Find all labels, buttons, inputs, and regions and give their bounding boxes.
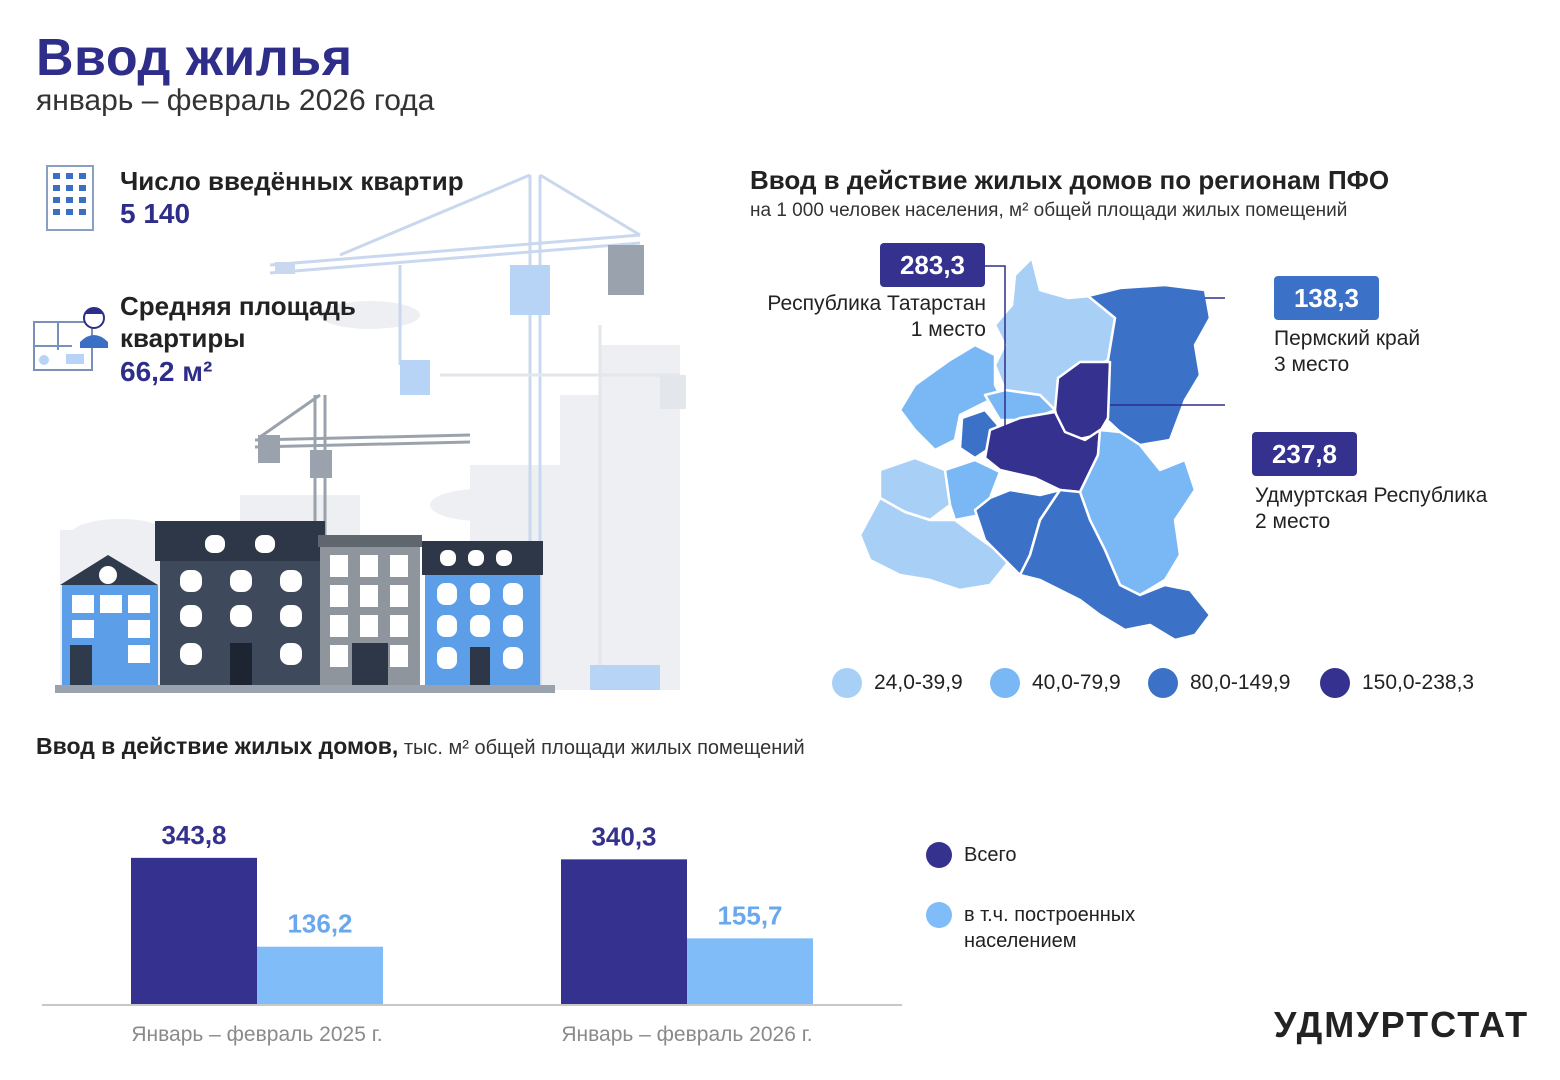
tatarstan-region-label: Республика Татарстан	[767, 292, 986, 315]
map-legend-item: 40,0-79,9	[990, 668, 1121, 698]
page-subtitle: январь – февраль 2026 года	[36, 84, 435, 117]
legend-swatch	[1320, 668, 1350, 698]
perm-value-badge: 138,3	[1274, 276, 1379, 320]
tatarstan-value-badge: 283,3	[880, 243, 985, 287]
legend-label-population: в т.ч. построенных населением	[964, 902, 1135, 954]
perm-place-label: 3 место	[1274, 353, 1350, 376]
map-legend-item: 150,0-238,3	[1320, 668, 1474, 698]
legend-swatch	[990, 668, 1020, 698]
bar	[131, 857, 257, 1005]
legend-label: 40,0-79,9	[1032, 671, 1121, 694]
legend-label: 80,0-149,9	[1190, 671, 1291, 694]
legend-swatch	[832, 668, 862, 698]
legend-swatch-population	[926, 902, 952, 928]
bar-chart: 343,8 136,2 Январь – февраль 2025 г. 340,3 1…	[42, 820, 902, 1046]
region-orenburg	[1018, 488, 1212, 642]
floor-plan-person-icon	[33, 307, 108, 371]
tatarstan-place-label: 1 место	[910, 318, 986, 341]
chart-legend-total: Всего	[926, 842, 1016, 868]
bar-chart-title-bold: Ввод в действие жилых домов,	[36, 733, 399, 759]
bar	[687, 938, 813, 1005]
brand-logo: УДМУРТСТАТ	[1274, 1004, 1530, 1045]
category-label: Январь – февраль 2026 г.	[561, 1023, 812, 1046]
area-label-line1: Средняя площадь	[120, 291, 356, 321]
bar-value-label: 340,3	[591, 821, 656, 851]
page-title: Ввод жилья	[36, 29, 353, 87]
legend-label-population-line2: населением	[964, 930, 1077, 952]
apartments-value: 5 140	[120, 198, 191, 229]
udmurtia-place-label: 2 место	[1255, 510, 1331, 533]
bar-value-label: 155,7	[717, 900, 782, 930]
bar-chart-title-rest: тыс. м² общей площади жилых помещений	[398, 737, 805, 759]
bar	[257, 946, 383, 1005]
map-legend-item: 24,0-39,9	[832, 668, 963, 698]
crane-load	[400, 360, 430, 395]
bar	[561, 859, 687, 1005]
map-title: Ввод в действие жилых домов по регионам …	[750, 165, 1390, 195]
apartment-building-icon	[46, 165, 94, 231]
construction-illustration	[55, 173, 686, 693]
chart-legend-population: в т.ч. построенных населением	[926, 902, 1135, 954]
category-label: Январь – февраль 2025 г.	[131, 1023, 382, 1046]
perm-region-label: Пермский край	[1274, 327, 1421, 350]
area-value: 66,2 м²	[120, 356, 213, 387]
legend-swatch	[1148, 668, 1178, 698]
bar-value-label: 136,2	[287, 909, 352, 939]
apartments-label: Число введённых квартир	[120, 166, 464, 196]
region-nizhny	[898, 343, 1002, 452]
legend-swatch-total	[926, 842, 952, 868]
map-legend-item: 80,0-149,9	[1148, 668, 1290, 698]
legend-label: 24,0-39,9	[874, 671, 963, 694]
legend-label-total: Всего	[964, 844, 1017, 866]
map-subtitle: на 1 000 человек населения, м² общей пло…	[750, 200, 1348, 221]
legend-label: 150,0-238,3	[1362, 671, 1475, 694]
legend-label-population-line1: в т.ч. построенных	[964, 904, 1136, 926]
udmurtia-value-badge: 237,8	[1252, 432, 1357, 476]
udmurtia-region-label: Удмуртская Республика	[1255, 484, 1488, 507]
bar-value-label: 343,8	[161, 820, 226, 850]
area-label-line2: квартиры	[120, 323, 246, 353]
pfo-regions-map	[858, 256, 1225, 642]
bar-chart-title: Ввод в действие жилых домов, тыс. м² общ…	[36, 733, 805, 760]
